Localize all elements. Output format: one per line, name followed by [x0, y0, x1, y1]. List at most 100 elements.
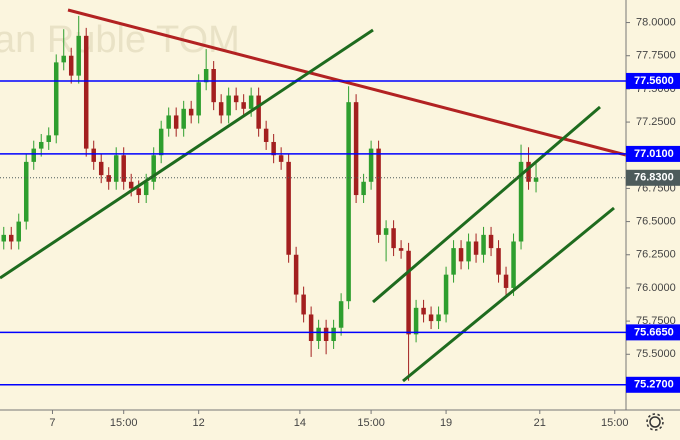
candle-body: [473, 241, 479, 255]
candle-body: [98, 161, 104, 176]
candle-body: [526, 161, 531, 182]
candle-body: [391, 228, 396, 249]
candle-body: [346, 102, 351, 302]
candle-body: [413, 307, 419, 335]
candle-body: [121, 155, 126, 182]
x-tick-label: 15:00: [110, 417, 138, 429]
candle-body: [113, 155, 119, 182]
level-label-box: [626, 72, 680, 89]
candle-body: [76, 35, 81, 76]
candle-body: [136, 188, 141, 196]
candle-body: [143, 181, 149, 196]
watermark: an Ruble TOM: [0, 19, 240, 61]
candle-body: [196, 82, 201, 116]
candle-body: [376, 148, 381, 235]
y-tick-label: 75.7500: [636, 315, 676, 327]
candle-body: [106, 175, 111, 182]
candle-body: [368, 148, 374, 182]
settings-icon[interactable]: [646, 413, 664, 431]
x-tick-label: 19: [440, 417, 452, 429]
candle-body: [61, 55, 66, 63]
candle-body: [458, 248, 464, 262]
candle-body: [203, 68, 209, 83]
last-price-box: [626, 169, 680, 186]
candle-body: [316, 327, 321, 342]
level-label: 77.5600: [634, 75, 674, 87]
candle-body: [338, 301, 344, 328]
y-tick-label: 76.2500: [636, 249, 676, 261]
candle-body: [406, 250, 411, 335]
x-tick-label: 21: [534, 417, 546, 429]
candle-body: [293, 254, 299, 295]
y-tick-label: 77.7500: [636, 50, 676, 62]
candle-body: [53, 62, 59, 136]
candle-body: [91, 148, 96, 162]
candle-body: [128, 181, 134, 189]
x-tick-label: 15:00: [601, 417, 629, 429]
candle-body: [278, 155, 284, 162]
x-tick-label: 7: [49, 417, 55, 429]
candle-body: [451, 248, 456, 275]
gear[interactable]: [649, 416, 661, 428]
trend-line: [402, 206, 615, 383]
candle-body: [188, 108, 194, 116]
candle-body: [286, 161, 291, 255]
candle-body: [511, 241, 516, 288]
candle-body: [436, 314, 441, 322]
candle-body: [383, 228, 389, 235]
level-label: 75.2700: [634, 379, 674, 391]
candle-body: [218, 102, 224, 116]
plot-area: [1, 15, 539, 381]
x-tick-label: 14: [294, 417, 306, 429]
y-tick-label: 76.5000: [636, 215, 676, 227]
candle-body: [23, 161, 29, 222]
candle-body: [301, 294, 306, 315]
y-tick-label: 75.5000: [636, 348, 676, 360]
gear-teeth[interactable]: [646, 413, 664, 431]
candle-body: [151, 155, 156, 182]
candle-body: [353, 102, 359, 196]
candle-body: [331, 327, 336, 342]
candle-body: [8, 234, 14, 242]
candle-body: [518, 161, 524, 242]
level-label: 75.6650: [634, 326, 674, 338]
candle-body: [166, 115, 171, 129]
level-label-box: [626, 376, 680, 393]
candle-body: [271, 141, 276, 156]
candle-body: [361, 181, 366, 196]
candle-body: [421, 307, 426, 315]
candle-body: [443, 274, 449, 315]
candle-body: [226, 95, 231, 116]
candle-body: [466, 241, 471, 262]
x-tick-label: 12: [193, 417, 205, 429]
candle-body: [241, 102, 246, 109]
candle-body: [398, 248, 404, 251]
candle-body: [256, 95, 261, 129]
candle-body: [533, 177, 539, 182]
candle-body: [233, 95, 239, 103]
trend-line: [67, 8, 627, 157]
candle-body: [31, 148, 36, 162]
candle-body: [488, 234, 494, 249]
candle-body: [481, 234, 486, 255]
candle-body: [211, 68, 216, 103]
candle-body: [46, 135, 51, 142]
candle-body: [181, 108, 186, 129]
candle-body: [1, 234, 6, 242]
x-tick-label: 15:00: [357, 417, 385, 429]
candle-body: [263, 128, 269, 142]
candle-body: [16, 221, 21, 242]
trend-line: [372, 105, 601, 304]
candle-body: [503, 274, 509, 288]
candle-body: [308, 314, 314, 342]
candle-body: [323, 327, 329, 342]
level-label-box: [626, 324, 680, 341]
level-label: 77.0100: [634, 148, 674, 160]
candle-body: [83, 35, 89, 149]
candle-body: [68, 55, 74, 76]
candle-body: [38, 141, 44, 149]
candle-body: [428, 314, 434, 322]
y-tick-label: 76.0000: [636, 282, 676, 294]
